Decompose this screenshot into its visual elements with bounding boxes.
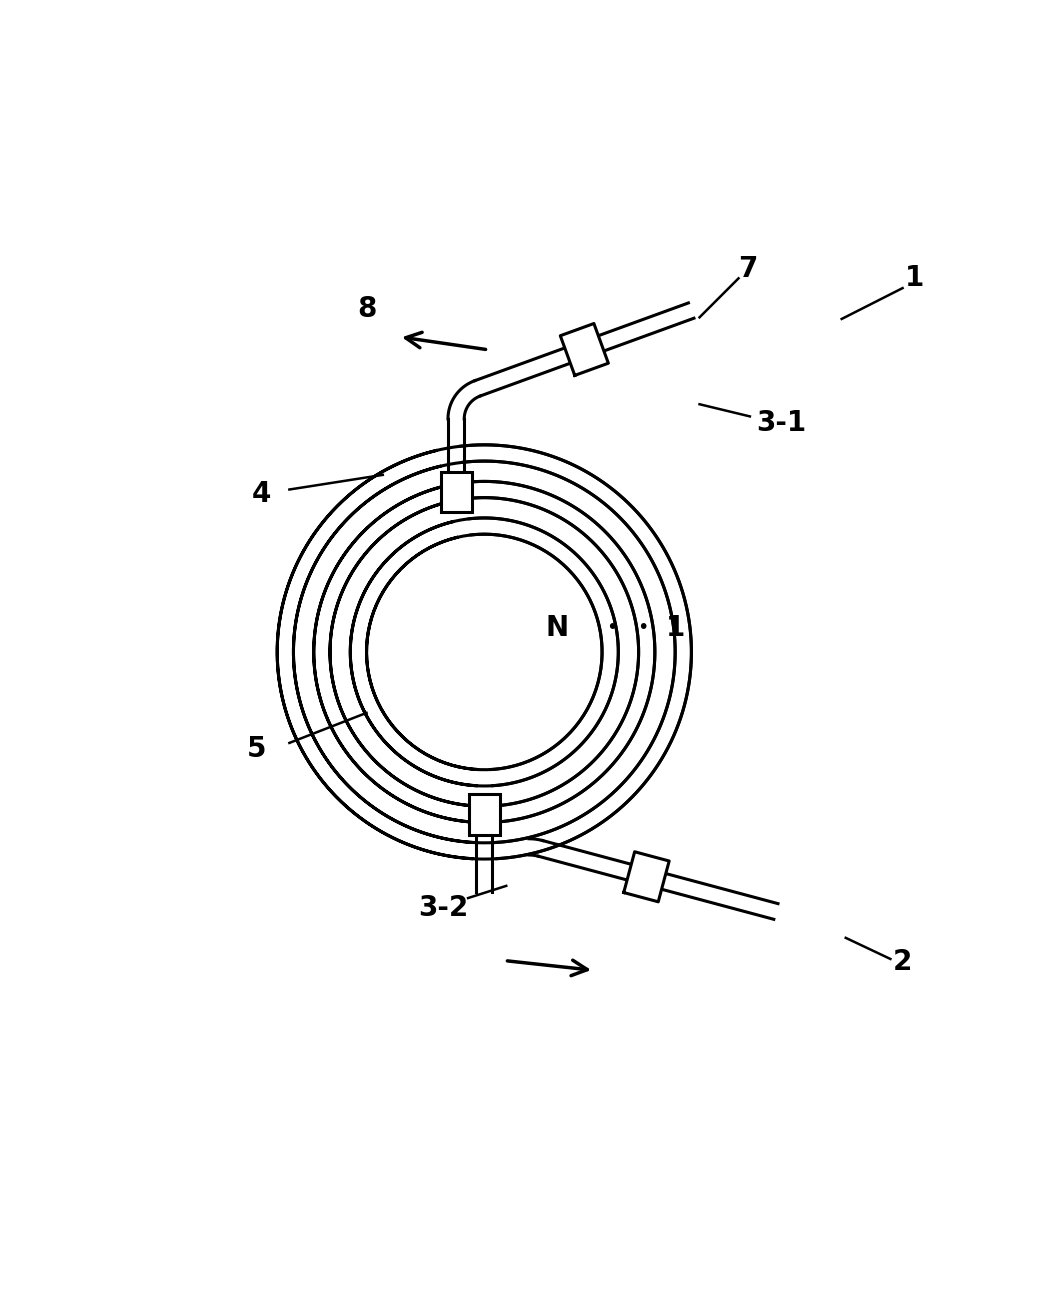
Text: 1: 1 bbox=[665, 613, 684, 642]
Text: 1: 1 bbox=[905, 265, 924, 292]
Text: 7: 7 bbox=[739, 254, 758, 283]
Polygon shape bbox=[561, 324, 608, 376]
Bar bbox=[468, 794, 500, 835]
Text: 4: 4 bbox=[252, 479, 270, 507]
Text: 3-2: 3-2 bbox=[418, 893, 468, 922]
Polygon shape bbox=[624, 852, 670, 902]
Text: N: N bbox=[546, 613, 569, 642]
Text: 5: 5 bbox=[247, 736, 266, 763]
Text: 3-1: 3-1 bbox=[756, 409, 806, 436]
Text: •: • bbox=[606, 618, 617, 636]
Text: 2: 2 bbox=[893, 948, 912, 976]
Text: •: • bbox=[637, 618, 649, 636]
Bar bbox=[440, 471, 472, 513]
Text: 8: 8 bbox=[357, 296, 376, 323]
